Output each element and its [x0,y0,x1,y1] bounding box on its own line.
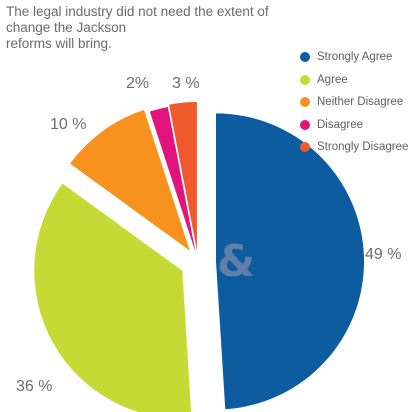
legend-item-agree: Agree [300,69,408,92]
ampersand-logo-mark: & [217,236,255,287]
legend-item-strongly-agree: Strongly Agree [300,46,408,69]
data-label-neither-disagree: 10 % [50,116,87,133]
legend-label-disagree: Disagree [317,118,364,131]
chart-title: The legal industry did not need the exte… [6,4,306,52]
legend-swatch-strongly-agree [300,52,310,63]
pie-slice-agree [34,183,192,412]
legend-swatch-disagree [300,119,310,130]
legend-label-agree: Agree [317,73,348,86]
data-label-agree: 36 % [16,378,53,395]
pie-slice-disagree [149,106,196,253]
legend-swatch-strongly-disagree [300,142,310,153]
pie-slice-strongly-disagree [169,102,197,251]
legend-item-neither-disagree: Neither Disagree [300,91,408,114]
chart-title-line-1: The legal industry did not need the exte… [6,4,269,35]
chart-title-line-2: reforms will bring. [6,36,112,51]
pie-slice-strongly-agree [215,113,365,410]
legend-label-neither-disagree: Neither Disagree [317,96,404,109]
data-label-disagree: 2% [126,75,150,92]
pie-slice-neither-disagree [70,109,190,251]
legend-swatch-neither-disagree [300,97,310,108]
legend-item-strongly-disagree: Strongly Disagree [300,136,408,159]
data-label-strongly-disagree: 3 % [172,75,200,92]
legend: Strongly Agree Agree Neither Disagree Di… [300,46,408,159]
legend-label-strongly-disagree: Strongly Disagree [317,141,409,154]
data-label-strongly-agree: 49 % [365,246,402,263]
legend-swatch-agree [300,74,310,85]
legend-label-strongly-agree: Strongly Agree [317,51,393,64]
legend-item-disagree: Disagree [300,114,408,137]
